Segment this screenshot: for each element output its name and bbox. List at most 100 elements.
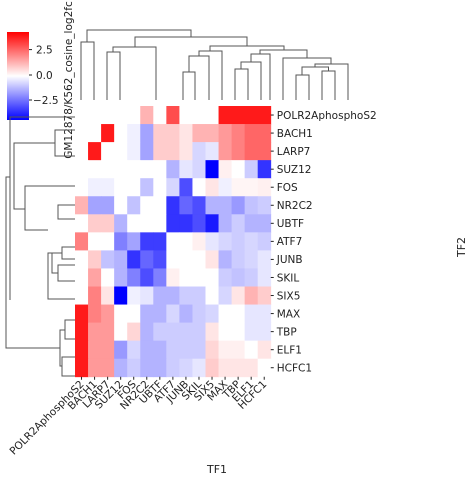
heatmap-cell — [166, 106, 180, 125]
heatmap-cell — [114, 250, 128, 269]
heatmap-cell — [114, 124, 128, 143]
heatmap-cell — [166, 268, 180, 287]
heatmap-cell — [114, 286, 128, 305]
x-axis-label: TF1 — [206, 463, 227, 476]
heatmap-cell — [205, 358, 219, 378]
heatmap-cell — [127, 358, 141, 378]
heatmap-cell — [205, 196, 219, 215]
heatmap-cell — [114, 106, 128, 125]
heatmap-cell — [192, 358, 206, 378]
heatmap-cell — [179, 142, 193, 161]
heatmap-cell — [88, 340, 102, 360]
heatmap-cell — [153, 106, 167, 125]
heatmap-cell — [140, 250, 154, 269]
heatmap-cell — [114, 196, 128, 215]
row-label: NR2C2 — [277, 200, 313, 212]
heatmap-cell — [101, 358, 115, 378]
heatmap-cell — [205, 160, 219, 179]
heatmap-cell — [205, 124, 219, 143]
heatmap-cell — [140, 340, 154, 360]
heatmap-cell — [166, 340, 180, 360]
row-label: BACH1 — [277, 128, 313, 140]
heatmap-cell — [127, 340, 141, 360]
heatmap-cell — [88, 142, 102, 161]
heatmap-cell — [205, 232, 219, 251]
row-label: LARP7 — [277, 146, 311, 158]
heatmap-cell — [127, 196, 141, 215]
heatmap-cell — [75, 160, 89, 179]
heatmap-cell — [166, 286, 180, 305]
heatmap-cell — [192, 286, 206, 305]
heatmap-cell — [205, 250, 219, 269]
row-label: POLR2AphosphoS2 — [277, 110, 377, 122]
heatmap-cell — [88, 106, 102, 125]
heatmap-cell — [153, 178, 167, 197]
heatmap-cell — [218, 214, 232, 233]
heatmap-cell — [153, 250, 167, 269]
heatmap-cell — [114, 358, 128, 378]
heatmap-cell — [244, 160, 259, 179]
heatmap-cell — [166, 214, 180, 233]
heatmap-cell — [257, 196, 272, 215]
row-label: HCFC1 — [277, 363, 312, 375]
heatmap-cell — [244, 322, 259, 342]
heatmap-cell — [192, 214, 206, 233]
heatmap-cell — [231, 340, 246, 360]
heatmap-cell — [75, 178, 89, 197]
row-label: ATF7 — [277, 236, 303, 248]
heatmap-cell — [244, 124, 259, 143]
heatmap-cell — [114, 304, 128, 323]
heatmap-cell — [257, 250, 272, 269]
colorbar-ticks: 2.5 0.0 −2.5 — [29, 45, 59, 107]
heatmap-cell — [101, 286, 115, 305]
heatmap-cell — [88, 268, 102, 287]
heatmap-cell — [140, 106, 154, 125]
heatmap-cell — [153, 304, 167, 323]
heatmap-cell — [140, 160, 154, 179]
heatmap-cell — [88, 124, 102, 143]
heatmap-cell — [231, 358, 246, 378]
heatmap-cell — [179, 268, 193, 287]
row-label: TBP — [276, 326, 297, 338]
heatmap — [75, 106, 272, 378]
heatmap-cell — [127, 160, 141, 179]
heatmap-cell — [192, 124, 206, 143]
heatmap-cell — [140, 232, 154, 251]
heatmap-cell — [244, 142, 259, 161]
heatmap-cell — [257, 232, 272, 251]
heatmap-cell — [166, 124, 180, 143]
colorbar-label: GM12878/K562_cosine_log2fc — [63, 1, 75, 159]
heatmap-cell — [244, 358, 259, 378]
heatmap-cell — [101, 124, 115, 143]
row-label: UBTF — [277, 218, 304, 230]
heatmap-cell — [127, 124, 141, 143]
heatmap-cell — [101, 250, 115, 269]
row-label: SKIL — [277, 272, 300, 284]
heatmap-cell — [179, 358, 193, 378]
heatmap-cell — [218, 322, 232, 342]
heatmap-cell — [257, 178, 272, 197]
heatmap-cell — [205, 142, 219, 161]
heatmap-cell — [192, 340, 206, 360]
heatmap-cell — [231, 106, 246, 125]
heatmap-cell — [179, 178, 193, 197]
heatmap-cell — [244, 340, 259, 360]
heatmap-cell — [140, 142, 154, 161]
heatmap-cell — [218, 268, 232, 287]
heatmap-cell — [257, 340, 272, 360]
heatmap-cell — [75, 124, 89, 143]
heatmap-cell — [218, 358, 232, 378]
heatmap-cell — [75, 340, 89, 360]
heatmap-cell — [140, 268, 154, 287]
heatmap-cell — [88, 160, 102, 179]
heatmap-cell — [257, 124, 272, 143]
heatmap-cell — [231, 214, 246, 233]
heatmap-cell — [218, 286, 232, 305]
heatmap-cell — [140, 358, 154, 378]
heatmap-cell — [88, 304, 102, 323]
heatmap-cell — [231, 142, 246, 161]
heatmap-cell — [179, 124, 193, 143]
heatmap-cell — [153, 160, 167, 179]
heatmap-cell — [127, 322, 141, 342]
